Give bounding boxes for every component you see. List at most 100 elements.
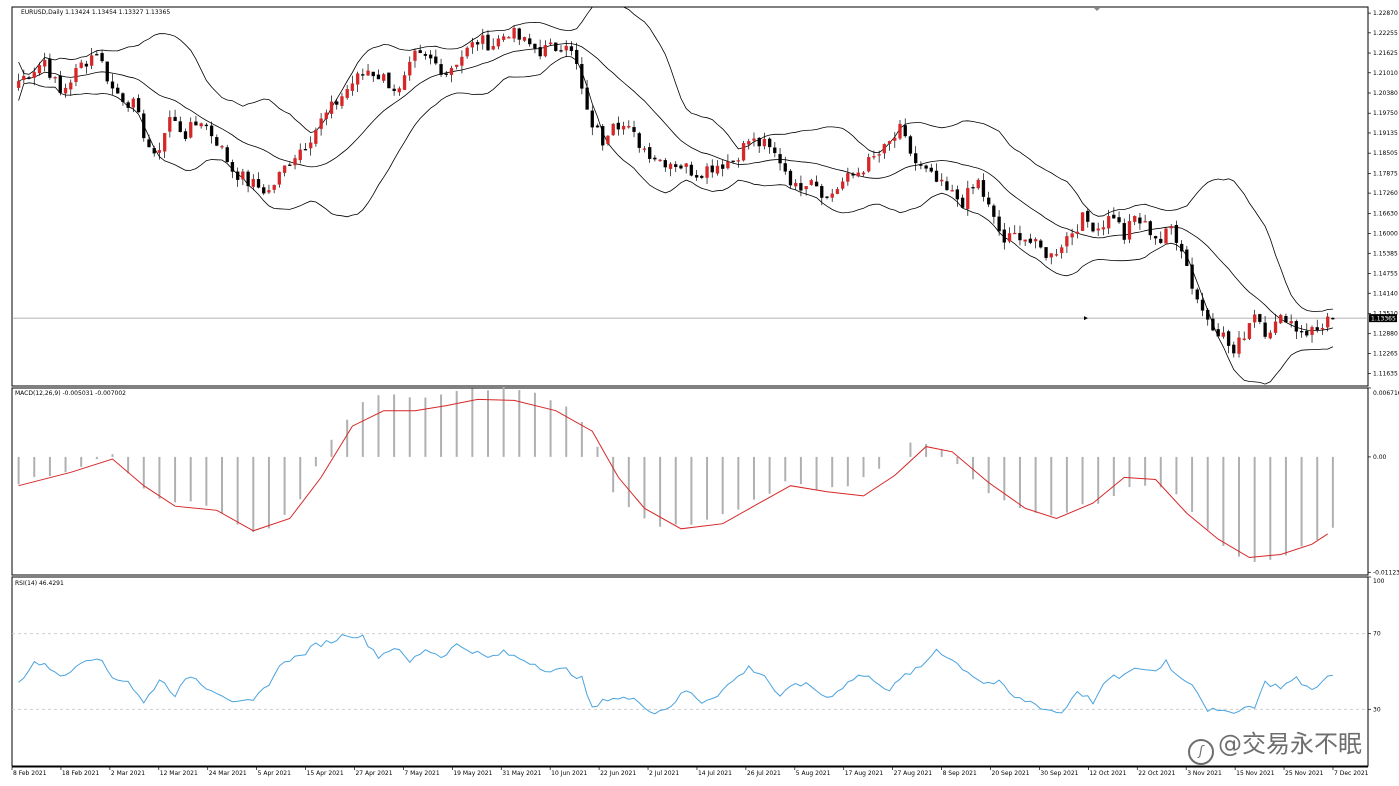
price-tick-label: 1.13510 bbox=[1373, 310, 1398, 317]
candle-body bbox=[1007, 233, 1012, 242]
candle-body bbox=[1054, 254, 1059, 256]
candle-body bbox=[877, 154, 881, 156]
candle-body bbox=[809, 180, 813, 185]
candle-body bbox=[1044, 247, 1048, 258]
candle-body bbox=[1174, 225, 1179, 243]
candle-body bbox=[340, 96, 344, 106]
candle bbox=[1268, 330, 1272, 340]
candle bbox=[382, 72, 386, 83]
candle bbox=[136, 94, 141, 113]
candle bbox=[632, 120, 636, 138]
candle bbox=[585, 79, 589, 110]
candle bbox=[27, 75, 31, 80]
candle-body bbox=[1310, 327, 1314, 335]
candle bbox=[1007, 227, 1012, 244]
candle-body bbox=[32, 72, 36, 78]
date-tick-label: 12 Oct 2021 bbox=[1089, 770, 1126, 777]
price-tick-label: 1.14755 bbox=[1373, 271, 1398, 278]
candle-body bbox=[517, 28, 521, 40]
candle bbox=[940, 173, 944, 186]
candle-body bbox=[747, 141, 751, 145]
candle-body bbox=[298, 149, 302, 161]
date-tick-label: 22 Oct 2021 bbox=[1138, 770, 1175, 777]
candle bbox=[919, 161, 923, 170]
candle bbox=[1112, 207, 1116, 219]
candle-body bbox=[1331, 317, 1335, 320]
candle bbox=[1138, 212, 1142, 230]
candle bbox=[689, 161, 694, 177]
date-tick-label: 14 Jul 2021 bbox=[698, 770, 732, 777]
candle-body bbox=[63, 87, 68, 94]
date-tick-label: 2 Jul 2021 bbox=[649, 770, 679, 777]
candle bbox=[1284, 313, 1288, 323]
price-tick-label: 1.21625 bbox=[1373, 50, 1398, 57]
candle-body bbox=[1023, 239, 1027, 242]
candle bbox=[705, 163, 709, 185]
candle-body bbox=[58, 75, 62, 93]
candle bbox=[908, 134, 913, 157]
candle bbox=[460, 50, 464, 74]
price-arrow-icon bbox=[1084, 316, 1088, 321]
candle-body bbox=[715, 165, 720, 174]
candle-body bbox=[621, 125, 626, 130]
candle bbox=[1023, 239, 1027, 247]
candle-body bbox=[89, 55, 94, 66]
candle-body bbox=[684, 163, 688, 167]
candle-body bbox=[501, 36, 506, 40]
candle-body bbox=[157, 150, 162, 153]
candle-body bbox=[1039, 240, 1043, 248]
candle bbox=[355, 71, 360, 93]
candle-body bbox=[439, 64, 443, 75]
candle-body bbox=[929, 167, 933, 172]
date-tick-label: 27 Aug 2021 bbox=[894, 770, 933, 777]
candle-body bbox=[282, 165, 287, 173]
candle-body bbox=[522, 37, 527, 41]
candle bbox=[340, 92, 344, 109]
date-tick-label: 5 Aug 2021 bbox=[796, 770, 831, 777]
candle bbox=[757, 136, 761, 153]
candle-body bbox=[1112, 214, 1116, 219]
candle bbox=[220, 145, 224, 150]
candle-body bbox=[79, 62, 83, 69]
candle bbox=[142, 109, 146, 142]
candle-body bbox=[773, 147, 777, 154]
candle bbox=[1143, 214, 1147, 223]
candle-body bbox=[1247, 323, 1252, 339]
candle bbox=[293, 154, 297, 170]
candle bbox=[392, 84, 396, 96]
price-header-label: EURUSD,Daily 1.13424 1.13454 1.13327 1.1… bbox=[21, 9, 170, 16]
date-tick-label: 24 Mar 2021 bbox=[209, 770, 247, 777]
candle-body bbox=[387, 72, 391, 89]
watermark: ʃ @交易永不眠 bbox=[1188, 724, 1362, 765]
candle bbox=[1054, 249, 1059, 257]
candle bbox=[778, 147, 782, 171]
candle-body bbox=[230, 162, 235, 172]
candle bbox=[43, 52, 47, 72]
candle bbox=[418, 44, 422, 54]
date-tick-label: 15 Apr 2021 bbox=[307, 770, 344, 777]
candle bbox=[1179, 240, 1184, 259]
candle-body bbox=[1294, 321, 1299, 332]
candle bbox=[152, 145, 156, 157]
candle bbox=[319, 113, 323, 136]
candle bbox=[658, 158, 662, 162]
candle bbox=[846, 167, 850, 186]
candle bbox=[1169, 223, 1173, 235]
axis-labels: 1.13365 1.22870 1.22255 1.21625 1.21010 1.203… bbox=[11, 8, 1399, 777]
candle bbox=[1299, 324, 1304, 338]
candle-body bbox=[1279, 314, 1283, 324]
candle-body bbox=[324, 112, 328, 120]
candle bbox=[387, 72, 391, 89]
candle-body bbox=[486, 34, 490, 51]
candle-body bbox=[903, 125, 907, 137]
candle bbox=[1206, 308, 1210, 326]
candle bbox=[783, 156, 787, 175]
candle-body bbox=[601, 126, 605, 146]
macd-panel-frame bbox=[11, 387, 1369, 576]
candle bbox=[1086, 209, 1090, 228]
candle bbox=[1221, 326, 1226, 339]
candle-body bbox=[288, 164, 292, 166]
candle bbox=[53, 76, 57, 84]
candle bbox=[611, 122, 615, 136]
candle bbox=[449, 65, 454, 83]
